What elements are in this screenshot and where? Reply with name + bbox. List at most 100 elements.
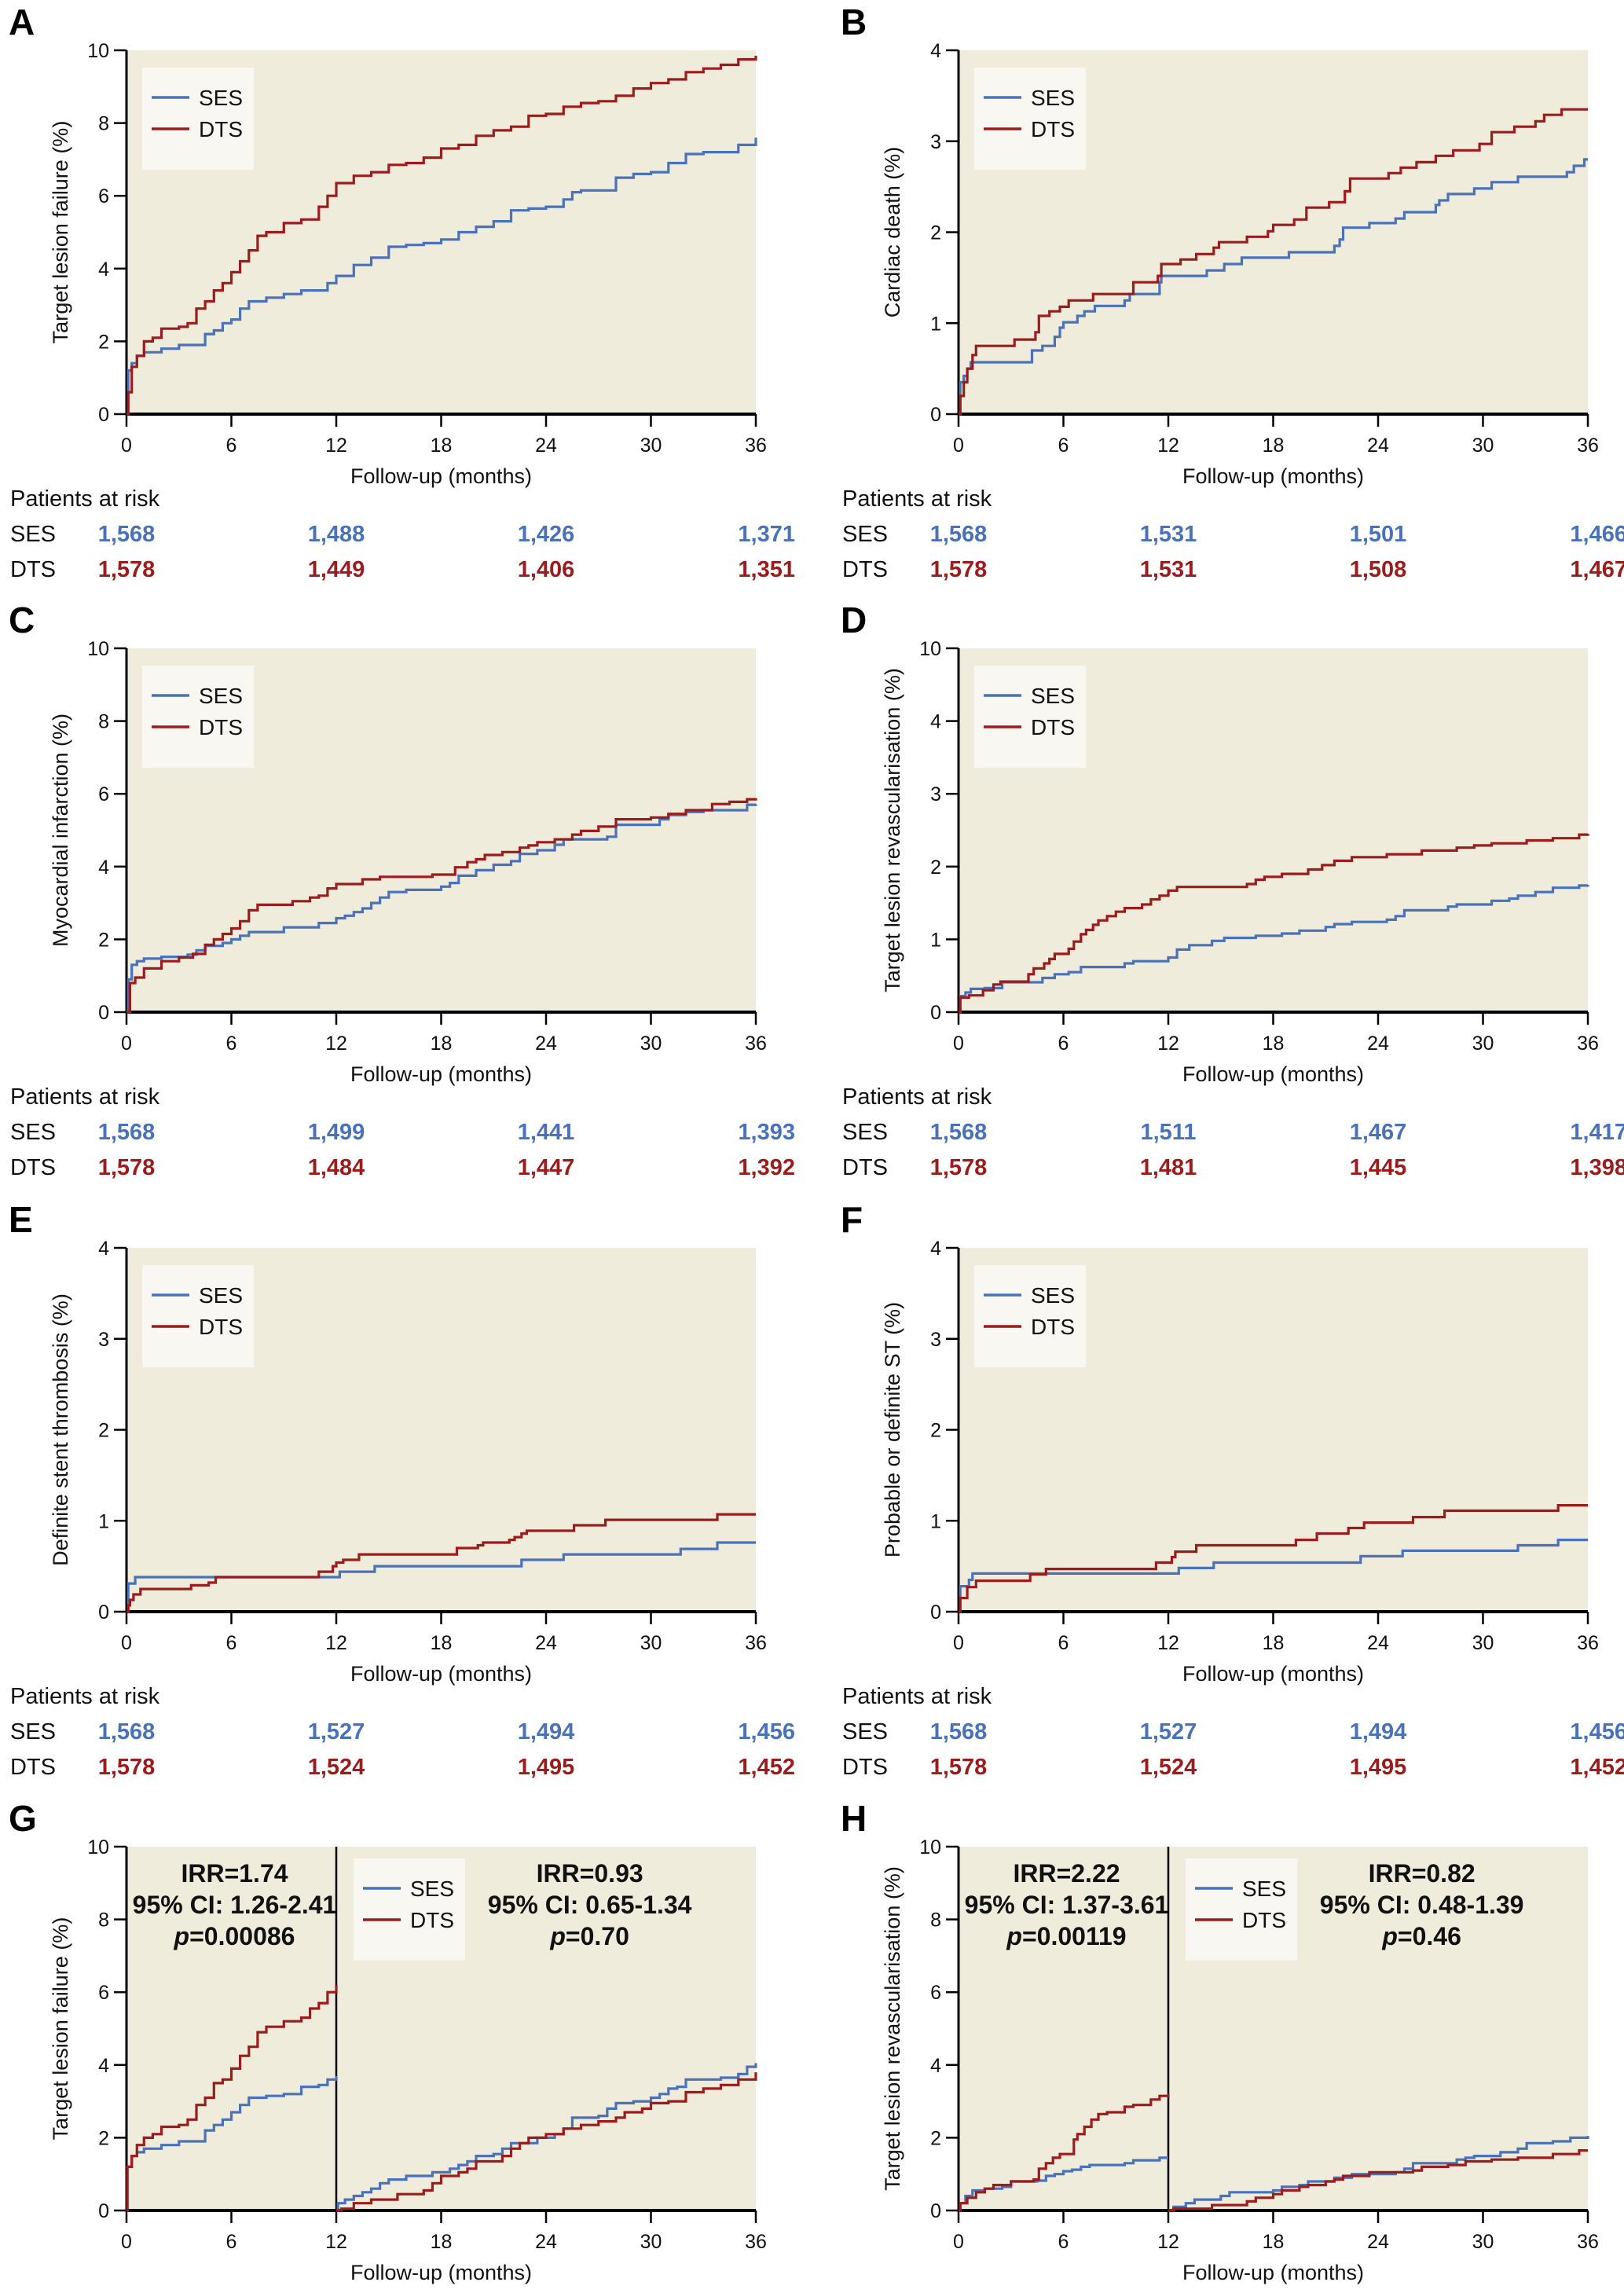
x-tick-label: 30 <box>640 435 662 457</box>
p-symbol: p <box>1006 1922 1022 1950</box>
y-axis-title: Cardiac death (%) <box>881 147 904 318</box>
legend: SES DTS <box>354 1858 465 1961</box>
x-tick-label: 12 <box>325 1632 347 1654</box>
y-tick-label: 2 <box>930 222 941 244</box>
y-axis-title: Probable or definite ST (%) <box>881 1302 904 1557</box>
series-line-ses <box>959 884 1589 1014</box>
at-risk-value: 1,508 <box>1350 557 1407 582</box>
x-tick-label: 36 <box>745 435 767 457</box>
x-tick-label: 12 <box>1157 435 1179 457</box>
legend-label-ses: SES <box>1031 86 1075 110</box>
legend-box <box>974 68 1086 170</box>
at-risk-value: 1,499 <box>308 1120 365 1145</box>
at-risk-value: 1,578 <box>930 557 988 582</box>
panel-label: A <box>9 2 35 42</box>
y-tick-label: 6 <box>98 1982 109 2004</box>
series-line-ses-12-36 <box>336 2063 757 2212</box>
y-tick-label: 10 <box>919 638 941 660</box>
y-tick-label: 8 <box>930 1910 941 1932</box>
x-tick-label: 36 <box>745 1033 767 1055</box>
x-tick-label: 36 <box>745 2231 767 2253</box>
y-tick-label: 6 <box>98 783 109 805</box>
y-tick-label: 4 <box>98 2055 109 2077</box>
series-line-dts <box>959 1504 1588 1613</box>
y-tick-label: 6 <box>98 185 109 207</box>
y-axis-title: Target lesion revascularisation (%) <box>881 668 904 992</box>
x-tick-label: 6 <box>226 1632 237 1654</box>
x-tick-label: 30 <box>640 2231 662 2253</box>
x-tick-label: 0 <box>121 2231 132 2253</box>
series-line-dts <box>126 55 757 416</box>
at-risk-value: 1,527 <box>1140 1719 1197 1745</box>
x-tick-label: 18 <box>431 1632 453 1654</box>
at-risk-group-label: SES <box>10 522 56 547</box>
at-risk-group-label: SES <box>10 1719 56 1745</box>
legend: SES DTS <box>142 1265 254 1367</box>
stat-annotation: IRR=2.22 <box>1013 1859 1120 1888</box>
y-tick-label: 3 <box>930 1329 941 1351</box>
panel-label: H <box>841 1798 867 1839</box>
x-tick-label: 36 <box>1577 2231 1599 2253</box>
series-line-dts <box>959 833 1589 1014</box>
x-axis-title: Follow-up (months) <box>350 1662 532 1686</box>
series-line-ses <box>126 1541 756 1613</box>
x-tick-label: 6 <box>226 1033 237 1055</box>
legend-label-ses: SES <box>199 1283 243 1308</box>
x-tick-label: 12 <box>325 1033 347 1055</box>
at-risk-group-label: SES <box>10 1120 56 1145</box>
x-axis-title: Follow-up (months) <box>1182 1062 1364 1086</box>
x-tick-label: 18 <box>1263 1033 1285 1055</box>
legend-label-dts: DTS <box>199 117 243 141</box>
at-risk-value: 1,568 <box>930 1719 988 1745</box>
legend-box <box>142 68 254 170</box>
legend: SES DTS <box>142 666 254 768</box>
legend-label-dts: DTS <box>1031 1315 1075 1339</box>
x-tick-label: 0 <box>953 435 964 457</box>
y-tick-label: 10 <box>87 40 109 62</box>
at-risk-value: 1,392 <box>738 1155 795 1180</box>
at-risk-value: 1,568 <box>930 522 988 547</box>
x-tick-label: 12 <box>1157 1033 1179 1055</box>
at-risk-group-label: DTS <box>10 1155 56 1180</box>
y-tick-label: 0 <box>98 2200 109 2222</box>
x-tick-label: 30 <box>640 1632 662 1654</box>
legend: SES DTS <box>974 68 1086 170</box>
at-risk-group-label: DTS <box>842 1755 888 1780</box>
x-tick-label: 24 <box>1367 1632 1389 1654</box>
x-tick-label: 0 <box>121 1033 132 1055</box>
at-risk-value: 1,393 <box>738 1120 795 1145</box>
series-line-dts <box>959 108 1588 416</box>
series-line-dts <box>126 798 757 1014</box>
at-risk-group-label: DTS <box>842 1155 888 1180</box>
x-tick-label: 18 <box>1263 435 1285 457</box>
at-risk-value: 1,456 <box>1570 1719 1624 1745</box>
legend-box <box>142 666 254 768</box>
x-tick-label: 18 <box>431 435 453 457</box>
at-risk-value: 1,494 <box>518 1719 575 1745</box>
y-tick-label: 4 <box>98 1238 109 1260</box>
y-tick-label: 1 <box>930 1510 941 1532</box>
at-risk-value: 1,445 <box>1350 1155 1407 1180</box>
stat-annotation: 95% CI: 1.37-3.61 <box>965 1891 1169 1919</box>
legend-label-dts: DTS <box>1242 1908 1286 1932</box>
at-risk-title: Patients at risk <box>842 1084 992 1110</box>
at-risk-value: 1,371 <box>738 522 795 547</box>
at-risk-value: 1,568 <box>98 1719 156 1745</box>
panel-label: B <box>841 2 867 42</box>
y-tick-label: 2 <box>98 929 109 951</box>
at-risk-value: 1,495 <box>1350 1755 1407 1780</box>
p-value: =0.00086 <box>189 1922 295 1950</box>
y-tick-label: 6 <box>930 1982 941 2004</box>
x-tick-label: 0 <box>121 1632 132 1654</box>
legend: SES DTS <box>142 68 254 170</box>
at-risk-group-label: SES <box>842 1719 888 1745</box>
y-tick-label: 0 <box>930 1601 941 1623</box>
stat-annotation: p=0.00086 <box>174 1922 295 1950</box>
at-risk-value: 1,524 <box>1140 1755 1197 1780</box>
stat-annotation: IRR=0.82 <box>1369 1859 1476 1888</box>
at-risk-table: Patients at risk SES 1,568 1,527 1,494 1,456 D… <box>10 1684 795 1780</box>
x-tick-label: 6 <box>1058 1632 1069 1654</box>
